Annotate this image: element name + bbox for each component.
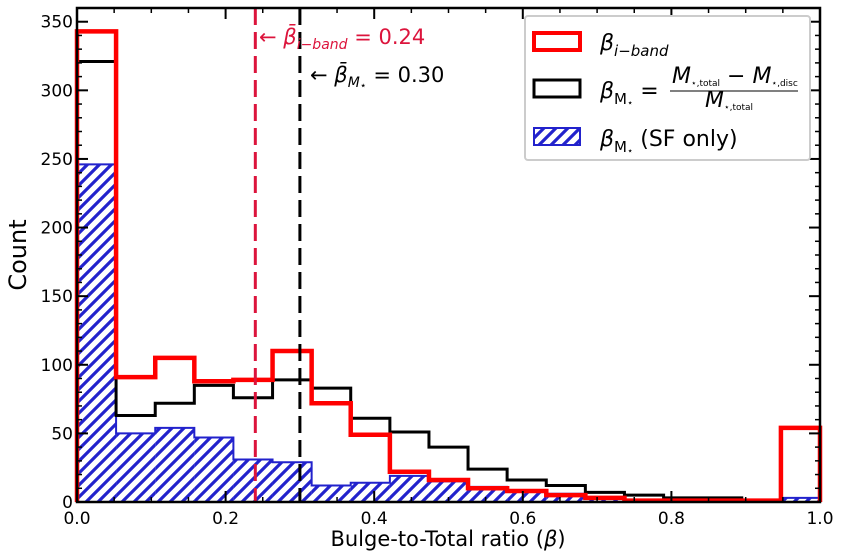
x-tick-label: 1.0 [806, 509, 833, 529]
legend-item-mass: βM⋆ = M⋆,total − M⋆,disc M⋆,total [532, 64, 798, 113]
y-tick-labels: 0 50 100 150 200 250 300 350 [41, 13, 73, 513]
hatched-bar [389, 475, 429, 502]
legend-label-mass: βM⋆ = [599, 79, 659, 109]
hatched-bar [428, 481, 469, 502]
y-tick-label: 250 [41, 150, 73, 170]
x-tick-labels: 0.0 0.2 0.4 0.6 0.8 1.0 [63, 509, 833, 529]
plot-frame [75, 6, 822, 504]
hatched-bar [546, 493, 586, 502]
hatched-bar [311, 485, 351, 502]
y-tick-label: 0 [62, 493, 73, 513]
hatched-bar [350, 482, 390, 502]
y-tick-label: 300 [41, 81, 73, 101]
y-tick-label: 50 [51, 424, 73, 444]
hatched-bar [272, 462, 312, 502]
x-tick-label: 0.2 [212, 509, 239, 529]
y-tick-label: 100 [41, 356, 73, 376]
hatched-bar [468, 486, 508, 502]
hatched-bar [155, 427, 195, 502]
iband-step-line [74, 29, 823, 503]
legend-frame [524, 15, 811, 161]
legend-item-sf: βM⋆ (SF only) [533, 127, 738, 157]
mean-lines [253, 8, 302, 502]
legend-swatch-sf [533, 127, 581, 146]
hatched-bar [507, 491, 547, 502]
legend-label-iband: βi−band [599, 31, 669, 60]
mass-step-line [75, 60, 822, 503]
x-tick-label: 0.0 [63, 509, 90, 529]
legend-label-sf: βM⋆ (SF only) [599, 127, 738, 157]
hatched-bar [780, 497, 820, 502]
hatched-bar [194, 437, 234, 502]
y-tick-label: 350 [41, 13, 73, 33]
histogram-bars [76, 163, 821, 502]
y-tick-label: 200 [41, 219, 73, 239]
x-tick-label: 0.4 [361, 509, 388, 529]
annotation-iband-mean: ← β̄i−band = 0.24 [259, 24, 425, 53]
y-tick-label: 150 [41, 287, 73, 307]
hatched-bar [116, 433, 156, 502]
legend-swatch-mass [532, 78, 582, 99]
histogram-steps [74, 29, 823, 503]
hatched-bar [233, 459, 273, 502]
legend-fraction-numerator: M⋆,total − M⋆,disc [672, 64, 798, 89]
hatched-bar [77, 164, 117, 502]
x-tick-label: 0.8 [658, 509, 685, 529]
legend: βi−band βM⋆ = M⋆,total − M⋆,disc M⋆,tota… [524, 15, 811, 161]
legend-fraction-denominator: M⋆,total [705, 88, 753, 113]
legend-swatch-iband [532, 31, 582, 52]
x-axis-title: Bulge-to-Total ratio (β) [330, 527, 565, 551]
annotation-mass-mean: ← β̄M⋆ = 0.30 [310, 62, 444, 92]
x-tick-label: 0.6 [509, 509, 536, 529]
legend-item-iband: βi−band [532, 31, 669, 60]
y-axis-title: Count [4, 219, 32, 290]
